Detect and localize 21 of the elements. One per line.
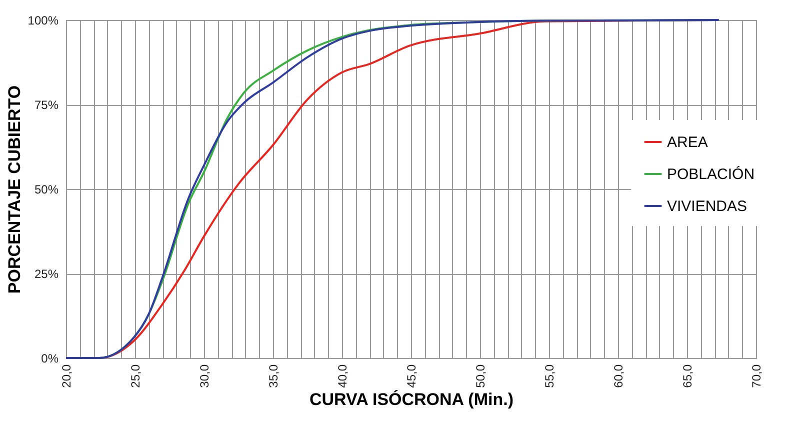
y-tick-label: 75% xyxy=(34,98,59,112)
legend-label: VIVIENDAS xyxy=(667,198,748,215)
legend-label: AREA xyxy=(667,134,708,151)
x-tick-label: 25,0 xyxy=(128,364,142,388)
y-tick-label: 100% xyxy=(28,14,59,28)
y-tick-label: 0% xyxy=(41,352,59,366)
x-tick-label: 45,0 xyxy=(404,364,418,388)
x-tick-label: 70,0 xyxy=(750,364,764,388)
x-tick-label: 65,0 xyxy=(680,364,694,388)
y-axis-title: PORCENTAJE CUBIERTO xyxy=(4,85,24,294)
x-tick-label: 40,0 xyxy=(336,364,350,388)
x-tick-label: 35,0 xyxy=(266,364,280,388)
legend-label: POBLACIÓN xyxy=(667,165,755,183)
y-tick-label: 25% xyxy=(34,267,59,281)
x-tick-label: 50,0 xyxy=(474,364,488,388)
y-tick-label: 50% xyxy=(34,182,59,196)
x-tick-label: 55,0 xyxy=(542,364,556,388)
x-tick-label: 20,0 xyxy=(60,364,74,388)
x-axis-title: CURVA ISÓCRONA (Min.) xyxy=(310,388,514,409)
x-tick-label: 30,0 xyxy=(198,364,212,388)
x-tick-label: 60,0 xyxy=(612,364,626,388)
